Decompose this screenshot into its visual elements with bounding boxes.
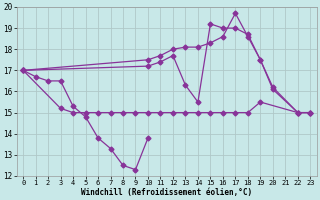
X-axis label: Windchill (Refroidissement éolien,°C): Windchill (Refroidissement éolien,°C) (81, 188, 252, 197)
